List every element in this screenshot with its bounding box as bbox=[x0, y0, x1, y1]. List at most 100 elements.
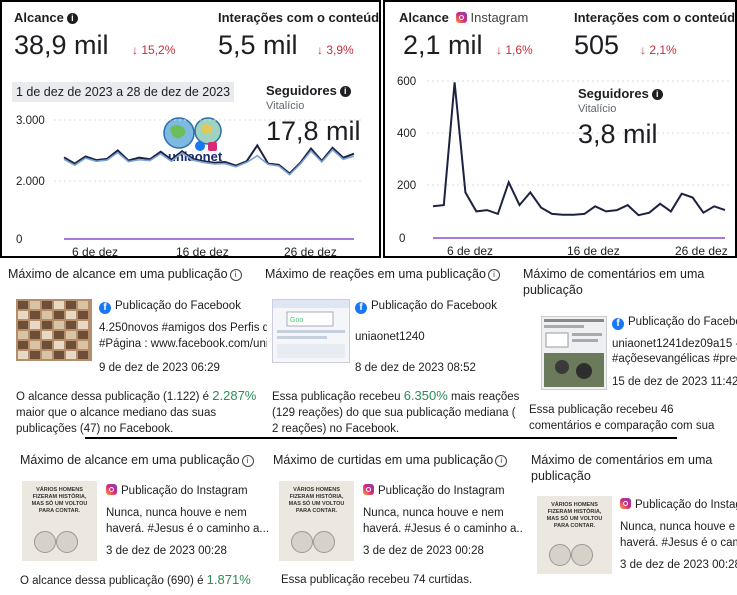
ig-x-axis: 6 de dez 16 de dez 26 de dez bbox=[447, 244, 728, 258]
post-date: 15 de dez de 2023 11:42 bbox=[612, 376, 737, 388]
post-text-line: uniaonet1241dez09a15 - bbox=[612, 338, 737, 350]
post-text-line: uniaonet1240 bbox=[355, 331, 425, 343]
info-icon[interactable]: i bbox=[651, 89, 663, 100]
facebook-icon: f bbox=[612, 318, 624, 330]
instagram-icon bbox=[363, 484, 374, 495]
post-date: 3 de dez de 2023 00:28 bbox=[620, 559, 737, 571]
fb-followers-metric: Seguidores i bbox=[266, 83, 351, 98]
post-source[interactable]: Publicação do Instagram bbox=[620, 498, 737, 513]
post-thumbnail[interactable] bbox=[16, 299, 92, 361]
post-description: Essa publicação recebeu 6.350% mais reaç… bbox=[272, 388, 522, 437]
post-source-label: Publicação do Instagram bbox=[121, 485, 248, 497]
ig-series-group bbox=[432, 82, 726, 239]
post-source[interactable]: f Publicação do Facebook bbox=[612, 315, 737, 330]
ig-reach-value: 2,1 mil bbox=[403, 30, 483, 60]
post-source-label: Publicação do Instagram bbox=[378, 485, 505, 497]
post-source[interactable]: Publicação do Instagram bbox=[106, 484, 271, 499]
fb-y-axis: 3.000 2.000 0 bbox=[16, 115, 45, 246]
post-thumbnail[interactable] bbox=[541, 316, 607, 390]
desc-percent: 1.871% bbox=[206, 572, 251, 587]
section-divider bbox=[85, 437, 677, 439]
fb-series-group bbox=[63, 143, 355, 240]
ig-followers-metric: Seguidores i bbox=[578, 86, 663, 101]
facebook-overview-panel: Alcance i 38,9 mil ↓ 15,2% Interações com… bbox=[0, 0, 381, 258]
card-title: Máximo de alcance em uma publicação i bbox=[8, 266, 268, 282]
post-text-line: haverá. #Jesus é o caminho a... bbox=[106, 523, 270, 535]
ig-interactions-label: Interações com o conteúdo bbox=[574, 10, 737, 25]
fb-x-tick: 6 de dez bbox=[72, 245, 118, 257]
post-thumbnail[interactable]: VÁRIOS HOMENS FIZERAM HISTÓRIA, MAS SÓ U… bbox=[537, 496, 612, 574]
coin-image bbox=[313, 531, 335, 553]
fb-followers-sub: Vitalício bbox=[266, 100, 305, 112]
document-photo-image bbox=[544, 319, 604, 387]
card-title: Máximo de comentários em uma publicação bbox=[531, 453, 713, 483]
fb-date-range[interactable]: 1 de dez de 2023 a 28 de dez de 2023 bbox=[12, 82, 235, 102]
ig-x-tick: 16 de dez bbox=[567, 244, 620, 258]
post-text-line: haverá. #Jesus é o caminho a... bbox=[363, 523, 523, 535]
instagram-icon bbox=[106, 484, 117, 495]
info-icon[interactable]: i bbox=[487, 269, 500, 281]
ig-gridlines bbox=[427, 80, 730, 186]
fb-interactions-label: Interações com o conteúdo bbox=[218, 10, 381, 25]
info-icon[interactable]: i bbox=[495, 455, 508, 467]
fb-followers-value: 17,8 mil bbox=[266, 116, 361, 146]
post-source[interactable]: Publicação do Instagram bbox=[363, 484, 523, 499]
ig-reach-label: Alcance bbox=[399, 10, 449, 25]
ig-y-tick: 200 bbox=[397, 180, 416, 192]
post-source[interactable]: f Publicação do Facebook bbox=[355, 299, 525, 314]
fb-reach-delta: ↓ 15,2% bbox=[132, 43, 176, 57]
facebook-icon: f bbox=[355, 302, 367, 314]
post-text-line: haverá. #Jesus é o caminho a bbox=[620, 537, 737, 549]
fb-reach-metric[interactable]: Alcance i bbox=[14, 10, 78, 25]
fb-followers-label: Seguidores bbox=[266, 83, 337, 98]
post-source-label: Publicação do Facebook bbox=[628, 316, 737, 328]
post-description: Essa publicação recebeu 46 comentários e… bbox=[529, 404, 715, 432]
fb-interactions-delta: ↓ 3,9% bbox=[317, 43, 354, 57]
desc-text: Essa publicação recebeu bbox=[272, 391, 404, 403]
fb-interactions-delta-text: 3,9% bbox=[326, 43, 354, 57]
ig-x-tick: 6 de dez bbox=[447, 244, 493, 258]
coin-image bbox=[571, 544, 593, 566]
desc-text: O alcance dessa publicação (690) é bbox=[20, 575, 207, 587]
ig-followers-sub: Vitalício bbox=[578, 103, 617, 115]
ig-followers-label: Seguidores bbox=[578, 86, 649, 101]
post-source-label: Publicação do Facebook bbox=[371, 300, 497, 312]
post-source-label: Publicação do Instagram bbox=[635, 499, 737, 511]
globe-logo-icon bbox=[163, 117, 222, 151]
facebook-icon: f bbox=[99, 302, 111, 314]
info-icon[interactable]: i bbox=[229, 269, 242, 281]
card-title-text: Máximo de alcance em uma publicação bbox=[8, 267, 228, 281]
info-icon[interactable]: i bbox=[241, 455, 254, 467]
post-thumbnail[interactable]: VÁRIOS HOMENS FIZERAM HISTÓRIA, MAS SÓ U… bbox=[22, 481, 97, 561]
ig-card-reach: Máximo de alcance em uma publicação i bbox=[20, 452, 270, 468]
post-thumbnail[interactable]: VÁRIOS HOMENS FIZERAM HISTÓRIA, MAS SÓ U… bbox=[279, 481, 354, 561]
ig-platform-label: Instagram bbox=[470, 10, 529, 25]
coin-image bbox=[56, 531, 78, 553]
instagram-icon bbox=[620, 498, 631, 509]
card-title: Máximo de alcance em uma publicação i bbox=[20, 452, 270, 468]
post-thumbnail[interactable]: Goo bbox=[272, 299, 350, 363]
ig-top-posts-row: Máximo de alcance em uma publicação i VÁR… bbox=[0, 440, 737, 595]
post-text-line: Nunca, nunca houve e nem bbox=[106, 507, 247, 519]
instagram-overview-panel: Alcance Instagram 2,1 mil ↓ 1,6% Interaç… bbox=[383, 0, 737, 258]
info-icon[interactable]: i bbox=[339, 86, 351, 97]
ig-reach-metric[interactable]: Alcance Instagram bbox=[399, 10, 528, 25]
fb-top-posts-row: Máximo de alcance em uma publicação i f Pu… bbox=[0, 262, 737, 437]
info-icon[interactable]: i bbox=[66, 13, 78, 24]
photo-grid-image bbox=[16, 299, 92, 361]
ig-card-likes: Máximo de curtidas em uma publicação i bbox=[273, 452, 523, 468]
post-text-line: #Página : www.facebook.com/unia bbox=[99, 338, 267, 350]
screenshot-image: Goo bbox=[273, 300, 349, 358]
post-description: O alcance dessa publicação (690) é 1.871… bbox=[20, 572, 270, 589]
fb-gridlines bbox=[54, 119, 362, 182]
fb-x-axis: 6 de dez 16 de dez 26 de dez bbox=[72, 245, 337, 257]
post-source[interactable]: f Publicação do Facebook bbox=[99, 299, 267, 314]
svg-text:Goo: Goo bbox=[290, 317, 303, 324]
fb-x-tick: 26 de dez bbox=[284, 245, 337, 257]
ig-reach-chart: 600 400 200 0 6 de dez 16 de dez 26 de d… bbox=[397, 76, 730, 258]
fb-reach-chart: 3.000 2.000 0 6 de dez 16 de dez 26 de d… bbox=[16, 115, 362, 257]
fb-card-reactions: Máximo de reações em uma publicação i bbox=[265, 266, 525, 282]
thumb-text: VÁRIOS HOMENS FIZERAM HISTÓRIA, MAS SÓ U… bbox=[31, 487, 88, 514]
card-title-text: Máximo de curtidas em uma publicação bbox=[273, 453, 494, 467]
ig-interactions-value: 505 bbox=[574, 30, 620, 60]
